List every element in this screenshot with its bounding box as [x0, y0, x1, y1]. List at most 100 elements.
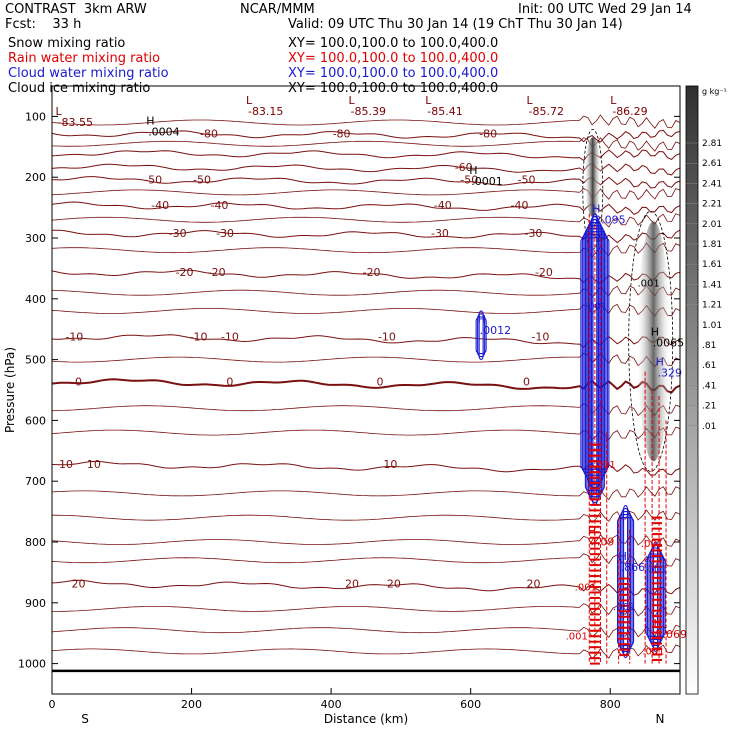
- forecast-hour: Fcst: 33 h: [5, 17, 82, 32]
- extremum-value: -83.55: [57, 116, 92, 129]
- isotherm-label: -30: [431, 227, 449, 240]
- isotherm-label: -50: [193, 174, 211, 187]
- colorbar-label: 2.01: [702, 220, 722, 230]
- extremum-value: .866: [621, 561, 646, 574]
- isotherm-line-0: [52, 378, 680, 394]
- y-tick-label: 900: [25, 597, 46, 610]
- isotherm-label: -30: [169, 227, 187, 240]
- isotherm-line-20: [52, 579, 680, 596]
- isotherm-label: -80: [479, 127, 497, 140]
- isotherm-line--40: [52, 201, 680, 216]
- extremum-value: 4.09: [590, 536, 615, 549]
- colorbar: [685, 85, 699, 695]
- ice-plume: [637, 221, 670, 462]
- contour-label: .001: [613, 602, 635, 613]
- colorbar-unit: g kg⁻¹: [702, 87, 727, 96]
- x-tick-label: 400: [321, 698, 342, 711]
- isotherm-label: -80: [333, 127, 351, 140]
- field-xy-cloud-ice: XY= 100.0,100.0 to 100.0,400.0: [288, 81, 499, 96]
- colorbar-label: .21: [702, 402, 716, 412]
- isotherm-line: [52, 403, 680, 417]
- isotherm-label: -10: [221, 330, 239, 343]
- isotherm-line: [52, 624, 680, 639]
- extremum-symbol: H: [656, 356, 664, 369]
- y-tick-label: 300: [25, 232, 46, 245]
- extremum-symbol: H: [469, 164, 477, 177]
- isotherm-line: [52, 509, 680, 524]
- isotherm-label: 0: [226, 375, 233, 388]
- field-label-rain: Rain water mixing ratio: [8, 51, 161, 66]
- contour-label: .001: [575, 583, 597, 594]
- colorbar-label: 1.01: [702, 321, 722, 331]
- cloud-water-contour: [645, 556, 666, 637]
- extremum-symbol: L: [526, 94, 533, 107]
- valid-time: Valid: 09 UTC Thu 30 Jan 14 (19 ChT Thu …: [288, 17, 623, 32]
- y-tick-label: 700: [25, 475, 46, 488]
- isotherm-line: [52, 137, 680, 152]
- isotherm-line--50: [52, 176, 680, 189]
- y-tick-label: 1000: [18, 658, 46, 671]
- isotherm-label: -10: [378, 330, 396, 343]
- colorbar-label: .61: [702, 361, 716, 371]
- isotherm-line: [52, 188, 680, 201]
- y-tick-label: 100: [25, 110, 46, 123]
- isotherm-label: -40: [434, 199, 452, 212]
- isotherm-line: [52, 302, 680, 317]
- extremum-symbol: L: [425, 94, 432, 107]
- y-axis-label: Pressure (hPa): [3, 347, 17, 433]
- isotherm-label: -30: [216, 227, 234, 240]
- cloud-water-contour: [653, 541, 659, 652]
- colorbar-label: 2.41: [702, 179, 722, 189]
- isotherm-label: -40: [511, 199, 529, 212]
- snow-plume: [584, 137, 601, 218]
- isotherm-label: 0: [75, 375, 82, 388]
- isotherm-label: -30: [524, 227, 542, 240]
- isotherm-line: [52, 114, 680, 129]
- isotherm-label: -40: [151, 199, 169, 212]
- field-xy-snow: XY= 100.0,100.0 to 100.0,400.0: [288, 36, 499, 51]
- y-tick-label: 200: [25, 171, 46, 184]
- isotherm-line: [52, 486, 680, 501]
- isotherm-line--80: [52, 129, 680, 143]
- direction-north: N: [656, 712, 665, 726]
- direction-south: S: [81, 712, 89, 726]
- isotherm-line--70: [52, 149, 680, 162]
- extremum-symbol: H: [478, 313, 486, 326]
- isotherm-label: 10: [383, 458, 397, 471]
- isotherm-label: 20: [72, 577, 86, 590]
- isotherm-line: [52, 213, 680, 228]
- y-tick-label: 400: [25, 293, 46, 306]
- colorbar-label: 2.61: [702, 159, 722, 169]
- extremum-symbol: L: [55, 105, 62, 118]
- extremum-symbol: H: [619, 550, 627, 563]
- contour-label: .001: [566, 631, 588, 642]
- isotherm-line--60: [52, 162, 680, 176]
- colorbar-label: 2.21: [702, 200, 722, 210]
- isotherm-label: 20: [387, 577, 401, 590]
- isotherm-label: 10: [87, 458, 101, 471]
- y-tick-label: 600: [25, 414, 46, 427]
- extremum-symbol: L: [610, 94, 617, 107]
- isotherm-line--30: [52, 229, 680, 244]
- contour-label: .001: [585, 302, 607, 313]
- x-tick-label: 0: [49, 698, 56, 711]
- isotherm-line: [52, 534, 680, 547]
- field-xy-cloud-water: XY= 100.0,100.0 to 100.0,400.0: [288, 66, 499, 81]
- isotherm-label: -40: [210, 199, 228, 212]
- contour-label: .001: [594, 460, 616, 471]
- isotherm-label: 20: [526, 577, 540, 590]
- extremum-value: .0012: [480, 324, 512, 337]
- extremum-value: -83.15: [248, 105, 283, 118]
- contour-label: .001: [644, 564, 666, 575]
- isotherm-line: [52, 284, 680, 298]
- isotherm-label: 0: [376, 375, 383, 388]
- field-xy-rain: XY= 100.0,100.0 to 100.0,400.0: [288, 51, 499, 66]
- y-tick-label: 500: [25, 354, 46, 367]
- colorbar-label: .41: [702, 381, 716, 391]
- isotherm-line-10: [52, 460, 680, 476]
- extremum-value: -86.29: [612, 105, 647, 118]
- isotherm-label: -20: [208, 266, 226, 279]
- contour-label: .001: [641, 539, 663, 550]
- colorbar-label: .01: [702, 422, 716, 432]
